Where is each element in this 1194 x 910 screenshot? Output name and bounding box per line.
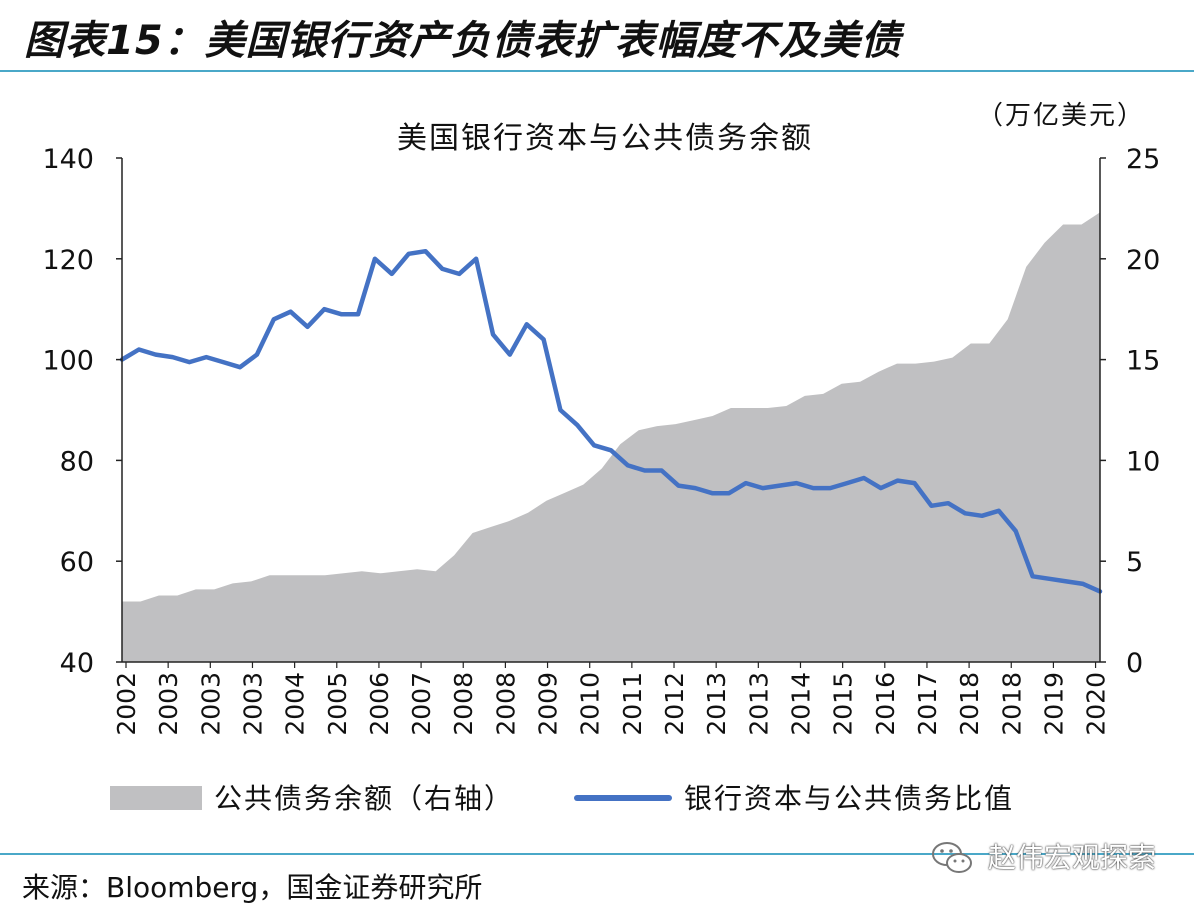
x-tick-label: 2004 [281,672,310,736]
x-tick-label: 2011 [618,672,647,736]
source-note: 来源：Bloomberg，国金证券研究所 [22,871,483,904]
left-tick-label: 120 [42,245,94,276]
left-tick-label: 140 [42,144,94,175]
x-tick-label: 2005 [323,672,352,736]
right-tick-label: 20 [1126,245,1160,276]
x-tick-label: 2008 [491,672,520,736]
left-tick-label: 80 [60,446,94,477]
x-tick-label: 2010 [576,672,605,736]
x-tick-label: 2012 [660,672,689,736]
area-series-public-debt [122,212,1100,662]
chart-title: 美国银行资本与公共债务余额 [397,121,813,156]
x-tick-label: 2013 [702,672,731,736]
left-tick-label: 40 [60,648,94,679]
top-rule [0,70,1194,72]
x-tick-label: 2015 [829,672,858,736]
chart: 美国银行资本与公共债务余额 （万亿美元） 40 60 80 100 120 140 0 5 10… [42,101,1160,815]
bottom-rule [0,853,1194,855]
right-tick-label: 5 [1126,547,1143,578]
x-tick-label: 2019 [1039,672,1068,736]
figure-title: 图表15：美国银行资产负债表扩表幅度不及美债 [24,18,902,64]
wechat-icon [932,842,972,873]
left-tick-label: 100 [42,346,94,377]
x-tick-label: 2003 [154,672,183,736]
x-tick-label: 2002 [112,672,141,736]
legend-label-area: 公共债务余额（右轴） [214,782,514,815]
x-tick-label: 2003 [239,672,268,736]
x-tick-label: 2018 [955,672,984,736]
x-tick-label: 2009 [534,672,563,736]
legend-label-line: 银行资本与公共债务比值 [684,782,1014,815]
axes: 40 60 80 100 120 140 0 5 10 15 20 25 2002 2003 2003 200… [42,144,1160,736]
plot-area [119,212,1103,662]
right-tick-label: 0 [1126,648,1143,679]
legend: 公共债务余额（右轴） 银行资本与公共债务比值 [110,782,1014,815]
right-tick-label: 25 [1126,144,1160,175]
right-axis-unit-label: （万亿美元） [977,101,1145,131]
right-tick-label: 15 [1126,346,1160,377]
x-tick-label: 2013 [744,672,773,736]
watermark: 赵伟宏观探索 [988,841,1157,874]
line-series-bank-capital-ratio [119,248,1103,594]
x-tick-label: 2014 [787,672,816,736]
x-tick-label: 2018 [997,672,1026,736]
x-tick-label: 2006 [365,672,394,736]
x-tick-label: 2007 [407,672,436,736]
x-tick-label: 2016 [871,672,900,736]
x-tick-label: 2020 [1082,672,1111,736]
legend-swatch-area [110,786,202,810]
x-tick-label: 2017 [913,672,942,736]
x-tick-label: 2008 [449,672,478,736]
left-tick-label: 60 [60,547,94,578]
x-tick-label: 2003 [196,672,225,736]
right-tick-label: 10 [1126,446,1160,477]
